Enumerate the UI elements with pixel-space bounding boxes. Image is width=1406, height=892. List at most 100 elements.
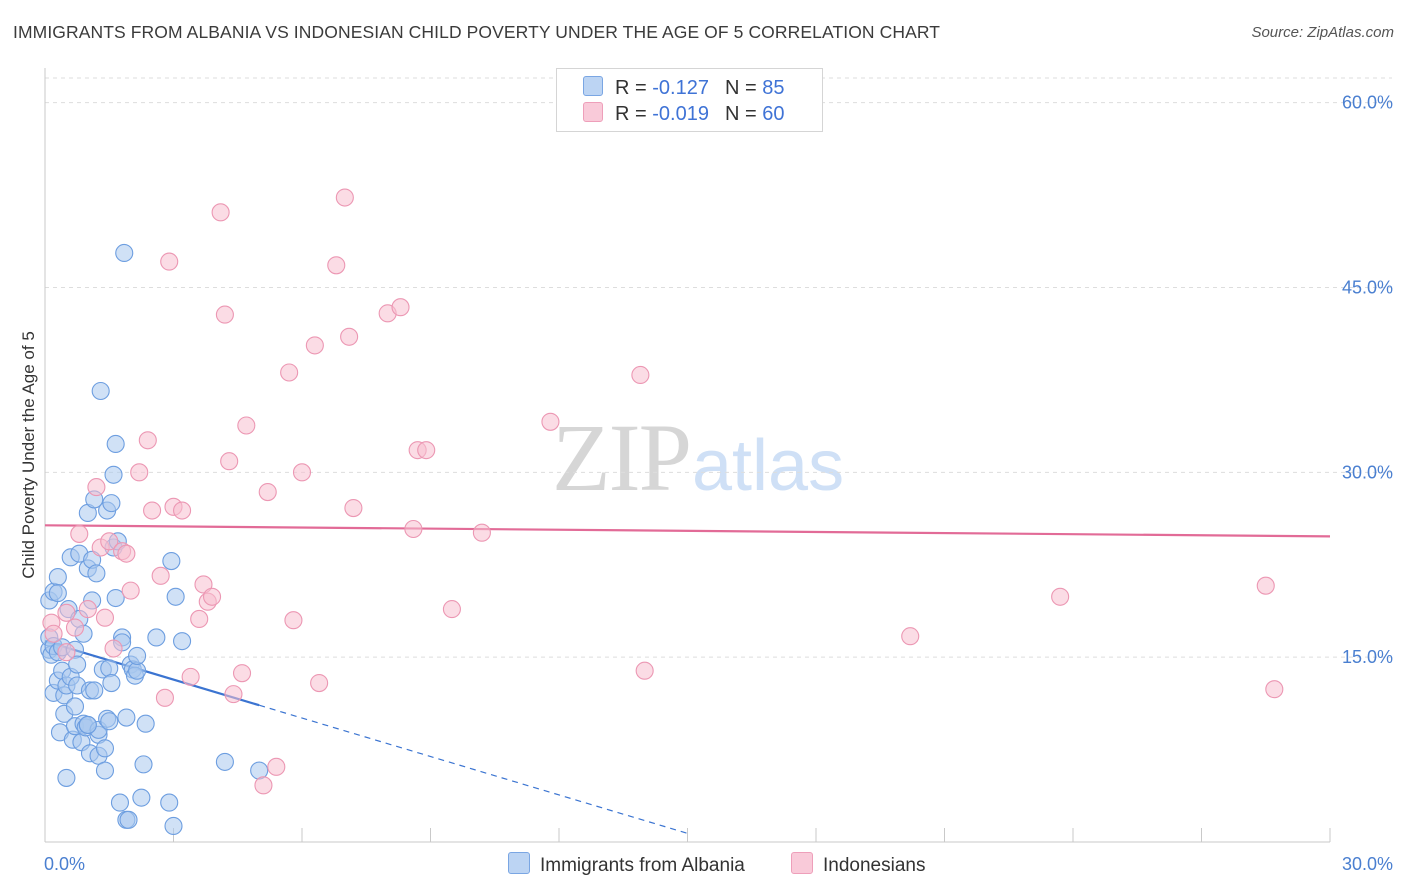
albania-point: [65, 697, 85, 716]
indonesians-point: [155, 688, 174, 707]
indonesians-point: [138, 431, 157, 450]
series-legend: Immigrants from Albania Indonesians: [0, 852, 1406, 878]
albania-n-label: N =: [724, 77, 757, 99]
indonesians-point: [1051, 587, 1070, 606]
indonesians-point: [335, 188, 354, 207]
indonesians-point: [143, 501, 162, 520]
watermark-atlas: atlas: [692, 426, 845, 506]
indonesians-point: [344, 499, 363, 518]
indonesians-point: [95, 608, 115, 627]
albania-legend-swatch: [508, 852, 530, 874]
indonesians-point: [280, 363, 299, 382]
albania-point: [100, 659, 119, 678]
indonesians-point: [635, 661, 654, 680]
indonesians-point: [327, 256, 346, 275]
indonesians-point: [901, 627, 920, 646]
grid-lines: [45, 77, 1392, 658]
albania-point: [95, 739, 115, 758]
albania-point: [106, 434, 125, 454]
indonesians-r-label: R =: [615, 103, 647, 125]
indonesians-swatch: [583, 102, 603, 122]
x-tick-label: 0.0%: [44, 854, 85, 874]
albania-point: [132, 788, 151, 807]
source-label: Source: ZipAtlas.com: [1251, 24, 1394, 41]
indonesians-r-value: -0.019: [652, 103, 709, 125]
indonesians-point: [173, 501, 192, 520]
x-tick-label: 30.0%: [1342, 854, 1393, 874]
indonesians-point: [130, 463, 149, 482]
tick-labels: 15.0% 30.0% 45.0% 60.0% 0.0% 30.0%: [44, 93, 1393, 874]
indonesians-point: [181, 667, 200, 686]
indonesians-point: [57, 603, 76, 622]
indonesians-trend-line: [44, 524, 1331, 538]
albania-point: [128, 646, 147, 665]
indonesians-point: [160, 252, 179, 271]
y-tick-label: 60.0%: [1342, 93, 1393, 113]
albania-point: [78, 715, 97, 734]
y-tick-label: 15.0%: [1342, 647, 1393, 667]
indonesians-legend-swatch: [791, 852, 813, 874]
y-tick-label: 30.0%: [1342, 462, 1393, 482]
legend-row-albania: R = -0.127 N = 85: [583, 76, 784, 100]
indonesians-point: [404, 519, 423, 539]
indonesians-point: [121, 581, 140, 600]
albania-point: [48, 584, 67, 603]
indonesians-point: [541, 412, 560, 431]
albania-point: [160, 793, 179, 812]
indonesians-point: [631, 365, 650, 385]
albania-point: [162, 551, 181, 571]
albania-point: [115, 243, 134, 263]
indonesians-point: [258, 482, 277, 502]
legend-item-indonesians[interactable]: Indonesians: [791, 852, 925, 877]
indonesians-point: [151, 566, 170, 585]
albania-legend-label: Immigrants from Albania: [540, 855, 745, 876]
indonesians-point: [292, 463, 312, 482]
indonesians-point: [305, 336, 324, 355]
indonesians-point: [211, 203, 230, 222]
albania-point: [57, 768, 76, 787]
legend-item-albania[interactable]: Immigrants from Albania: [508, 852, 745, 877]
correlation-legend: R = -0.127 N = 85 R = -0.019 N = 60: [556, 68, 823, 132]
indonesians-point: [340, 327, 359, 346]
chart-title: IMMIGRANTS FROM ALBANIA VS INDONESIAN CH…: [13, 22, 941, 42]
indonesians-point: [237, 416, 256, 435]
albania-point: [106, 588, 125, 608]
indonesians-point: [1265, 680, 1284, 699]
watermark: ZIPatlas: [552, 402, 844, 513]
indonesians-point: [417, 441, 436, 460]
axes: [44, 68, 1331, 843]
albania-point: [117, 708, 136, 727]
albania-point: [91, 381, 110, 401]
albania-point: [173, 632, 192, 651]
indonesians-point: [57, 643, 76, 662]
indonesians-point: [1256, 576, 1275, 595]
indonesians-point: [100, 532, 119, 551]
albania-swatch: [583, 76, 603, 96]
albania-n-value: 85: [762, 77, 785, 99]
albania-point: [147, 628, 166, 647]
albania-point: [48, 568, 67, 587]
albania-point: [104, 465, 123, 484]
albania-point: [95, 761, 115, 780]
albania-r-value: -0.127: [652, 77, 709, 99]
watermark-zip: ZIP: [552, 404, 692, 511]
albania-trend-line-extension: [258, 704, 688, 834]
albania-point: [119, 810, 138, 829]
legend-row-indonesians: R = -0.019 N = 60: [583, 102, 784, 126]
indonesians-point: [65, 618, 85, 637]
indonesians-point: [224, 685, 243, 704]
indonesians-point: [44, 624, 63, 643]
albania-point: [166, 587, 185, 606]
albania-point: [87, 564, 106, 583]
indonesians-n-label: N =: [724, 103, 757, 125]
albania-r-label: R =: [615, 77, 647, 99]
indonesians-point: [472, 523, 491, 542]
indonesians-point: [87, 478, 106, 497]
albania-point: [164, 816, 183, 836]
indonesians-point: [78, 600, 97, 619]
indonesians-point: [220, 452, 239, 471]
indonesians-point: [194, 575, 213, 594]
y-tick-label: 45.0%: [1342, 277, 1393, 297]
indonesians-point: [232, 664, 252, 683]
indonesians-point: [310, 673, 329, 693]
